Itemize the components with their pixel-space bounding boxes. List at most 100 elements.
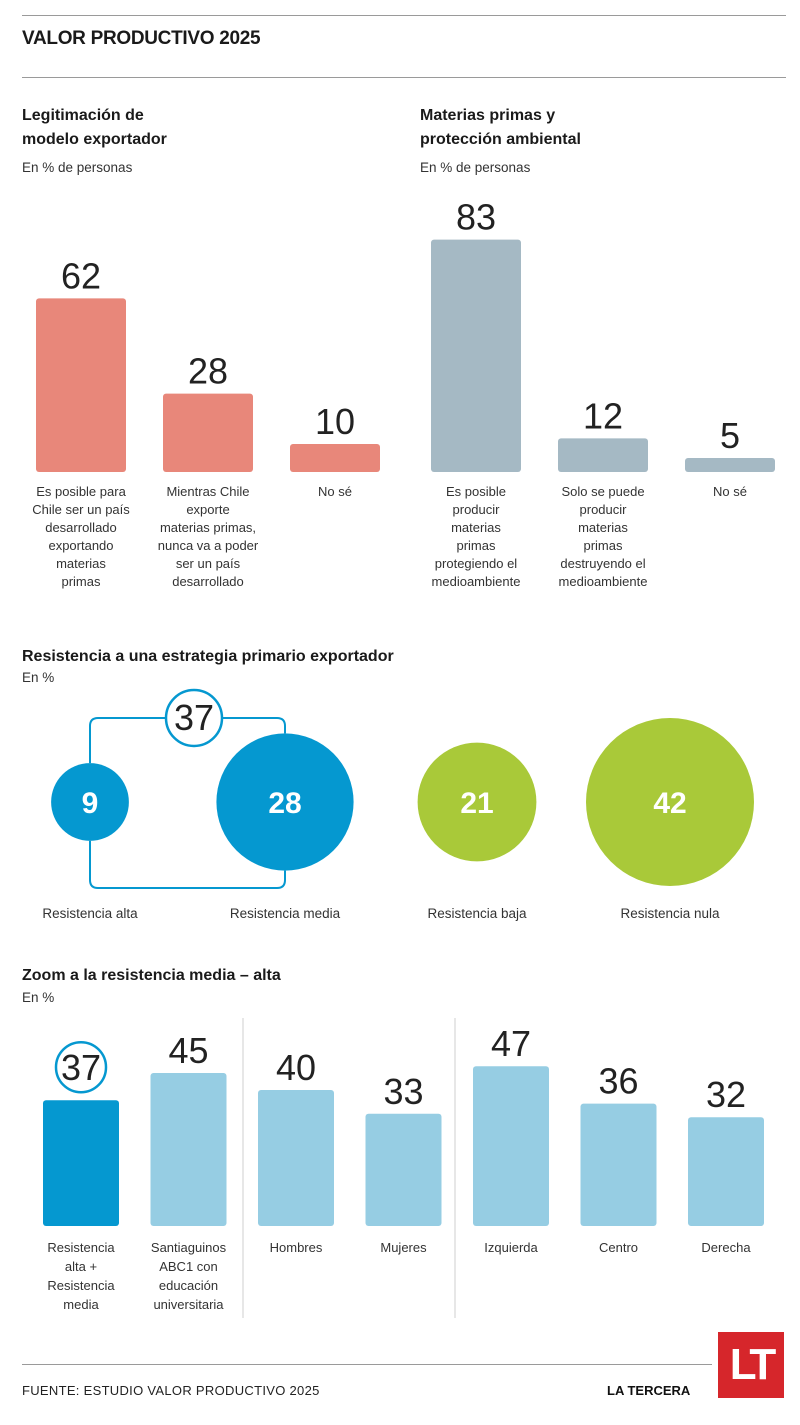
chart2-value-label: 5: [720, 415, 740, 456]
chart4-category-label: Santiaguinos: [151, 1240, 227, 1255]
chart1-category-label: Mientras Chile: [166, 484, 249, 499]
chart1-category-label: exporte: [186, 502, 229, 517]
chart3-group-total-label: 37: [174, 697, 214, 738]
chart4-value-label: 36: [598, 1061, 638, 1102]
chart4-value-label: 40: [276, 1047, 316, 1088]
chart2-category-label: Solo se puede: [561, 484, 644, 499]
chart1-value-label: 62: [61, 255, 101, 296]
chart1-category-label: desarrollado: [45, 520, 117, 535]
chart4-category-label: Mujeres: [380, 1240, 427, 1255]
chart1-category-label: No sé: [318, 484, 352, 499]
chart2-category-label: No sé: [713, 484, 747, 499]
chart2-value-label: 83: [456, 197, 496, 238]
chart4-category-label: Centro: [599, 1240, 638, 1255]
chart1-category-label: Es posible para: [36, 484, 126, 499]
chart4-category-label: universitaria: [153, 1297, 224, 1312]
chart2-category-label: primas: [583, 538, 623, 553]
chart4-bar: [43, 1100, 119, 1226]
chart4-bar: [473, 1066, 549, 1226]
chart2-subtitle: En % de personas: [420, 160, 531, 175]
chart4-category-label: Derecha: [701, 1240, 751, 1255]
chart1-bar: [290, 444, 380, 472]
footer-rule: [22, 1364, 712, 1365]
chart4-bar: [365, 1113, 442, 1226]
chart1-category-label: Chile ser un país: [32, 502, 130, 517]
chart1-title: Legitimación de modelo exportador: [22, 104, 167, 152]
chart4-category-label: Hombres: [270, 1240, 323, 1255]
title-rule: [22, 77, 786, 78]
chart4-category-label: ABC1 con: [159, 1259, 218, 1274]
chart1-bar: [36, 298, 126, 472]
chart3-bubble: [51, 763, 129, 841]
chart2-category-label: producir: [453, 502, 501, 517]
chart2-category-label: materias: [578, 520, 628, 535]
chart2-bar: [431, 239, 521, 472]
la-tercera-logo: LT: [718, 1332, 784, 1398]
chart4-value-label: 32: [706, 1074, 746, 1115]
chart1-title-line: Legitimación de: [22, 107, 144, 124]
chart4-category-label: alta +: [65, 1259, 97, 1274]
chart1-bar: [163, 393, 253, 472]
chart1-category-label: materias primas,: [160, 520, 256, 535]
chart3-category-label: Resistencia nula: [620, 906, 720, 921]
chart2-category-label: Es posible: [446, 484, 506, 499]
chart2-category-label: destruyendo el: [560, 556, 645, 571]
chart4-category-label: educación: [159, 1278, 218, 1293]
chart4-category-label: Resistencia: [47, 1278, 115, 1293]
chart4-category-label: media: [63, 1297, 99, 1312]
chart3-subtitle: En %: [22, 670, 55, 685]
chart3-bubble-value: 42: [653, 787, 686, 820]
chart3-category-label: Resistencia alta: [42, 906, 138, 921]
chart4-category-label: Resistencia: [47, 1240, 115, 1255]
footer-brand: LA TERCERA: [607, 1383, 691, 1398]
chart2-value-label: 12: [583, 395, 623, 436]
chart4-value-label: 33: [383, 1071, 423, 1112]
chart1-category-label: nunca va a poder: [158, 538, 259, 553]
chart4-title: Zoom a la resistencia media – alta: [22, 967, 281, 984]
chart3-category-label: Resistencia media: [230, 906, 341, 921]
chart2-category-label: producir: [580, 502, 628, 517]
chart1-category-label: materias: [56, 556, 106, 571]
top-rule: [22, 15, 786, 16]
chart2-category-label: protegiendo el: [435, 556, 518, 571]
chart3-bubble: [586, 718, 754, 886]
chart4-value-label: 37: [61, 1047, 101, 1088]
chart1-value-label: 28: [188, 351, 228, 392]
chart2-category-label: primas: [456, 538, 496, 553]
chart1-category-label: exportando: [48, 538, 113, 553]
chart1-value-label: 10: [315, 401, 355, 442]
chart3-bubble-value: 28: [268, 787, 301, 820]
chart1-category-label: ser un país: [176, 556, 241, 571]
chart3-bubble-value: 21: [460, 787, 493, 820]
chart2-category-label: medioambiente: [432, 574, 521, 589]
chart2-title-line: protección ambiental: [420, 131, 581, 148]
chart3-bubble: [417, 742, 537, 862]
chart2-bar: [685, 458, 775, 472]
chart3-category-label: Resistencia baja: [427, 906, 527, 921]
chart1-title-line: modelo exportador: [22, 131, 167, 148]
chart4-highlight-ring: [54, 1040, 108, 1094]
chart3-group-total-ring: [164, 688, 224, 748]
chart2-title-line: Materias primas y: [420, 107, 556, 124]
chart2-title: Materias primas y protección ambiental: [420, 104, 581, 152]
chart1-category-label: primas: [61, 574, 101, 589]
footer-source: FUENTE: ESTUDIO VALOR PRODUCTIVO 2025: [22, 1383, 320, 1398]
chart3-bubble-value: 9: [82, 787, 99, 820]
chart3-bubble: [216, 733, 354, 871]
chart4-value-label: 47: [491, 1023, 531, 1064]
chart4-category-label: Izquierda: [484, 1240, 538, 1255]
chart4-subtitle: En %: [22, 990, 55, 1005]
chart2-category-label: materias: [451, 520, 501, 535]
chart4-bar: [688, 1117, 764, 1226]
chart4-bar: [580, 1103, 657, 1226]
page-title: VALOR PRODUCTIVO 2025: [22, 28, 261, 49]
chart3-title: Resistencia a una estrategia primario ex…: [22, 648, 394, 665]
chart4-bar: [258, 1090, 334, 1226]
chart1-subtitle: En % de personas: [22, 160, 133, 175]
chart4-value-label: 45: [168, 1030, 208, 1071]
chart1-category-label: desarrollado: [172, 574, 244, 589]
chart2-category-label: medioambiente: [559, 574, 648, 589]
chart4-bar: [150, 1073, 227, 1226]
chart3-group-connector-bottom: [89, 840, 286, 889]
